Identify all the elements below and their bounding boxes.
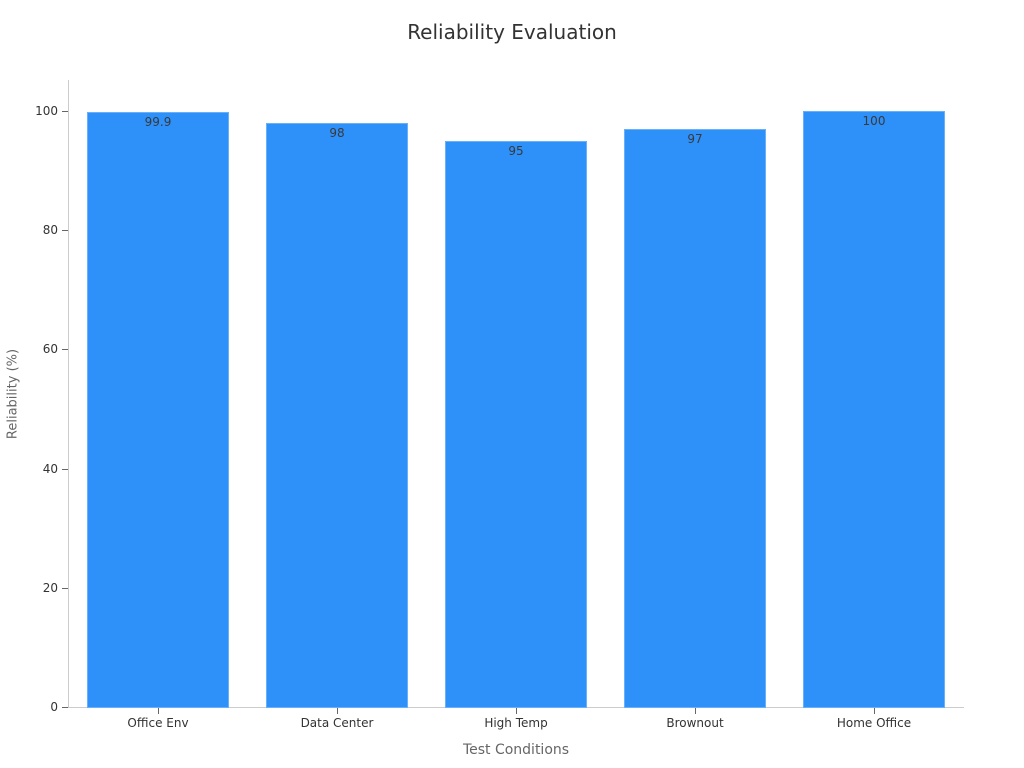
chart-title: Reliability Evaluation [407,20,617,44]
bar [445,140,587,708]
bar-value-label: 98 [329,125,345,140]
x-tick-label: Home Office [836,716,912,730]
bar [803,111,945,708]
bar-value-label: 97 [687,131,703,146]
y-axis-label: Reliability (%) [5,348,21,440]
x-tick-label: Brownout [666,716,724,730]
x-tick-label: Data Center [300,716,374,730]
bar [87,111,229,708]
y-axis-line [68,80,69,708]
y-tick [62,707,68,708]
y-tick [62,230,68,232]
bar-value-label: 95 [508,143,524,158]
y-tick [62,468,68,470]
y-tick-label: 40 [42,461,58,476]
bar [266,122,408,708]
x-tick [516,708,517,714]
y-tick-label: 0 [50,700,58,714]
x-tick [874,708,875,714]
y-tick-label: 100 [35,104,58,118]
x-tick [695,708,696,714]
y-tick-label: 60 [42,342,58,357]
x-axis-label: Test Conditions [462,742,570,758]
y-tick [62,587,68,589]
x-tick [337,708,338,714]
y-tick-label: 80 [42,223,58,238]
x-tick-label: Office Env [127,716,189,730]
x-tick [158,708,159,714]
x-tick-label: High Temp [484,716,548,730]
y-tick-label: 20 [42,580,58,595]
y-tick [62,349,68,351]
bar-value-label: 99.9 [144,114,172,129]
bar [624,128,766,708]
y-tick [62,111,68,112]
bar-value-label: 100 [862,114,886,128]
